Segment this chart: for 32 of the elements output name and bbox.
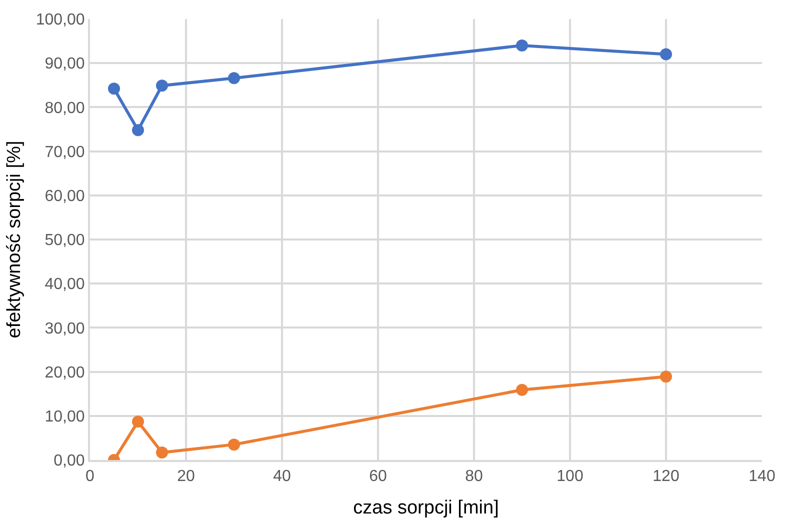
point (108, 82, 120, 95)
y-tick-label: 100,00 (36, 12, 85, 29)
x-tick-label: 80 (465, 468, 483, 486)
point (228, 438, 240, 451)
x-tick-label: 120 (652, 468, 680, 486)
y-tick-label: 10,00 (44, 408, 85, 426)
point (132, 124, 144, 136)
point (156, 446, 168, 458)
x-axis-title: czas sorpcji [min] (353, 498, 499, 518)
y-tick-label: 0,00 (54, 452, 85, 470)
y-tick-label: 20,00 (44, 364, 85, 382)
x-tick-label: 140 (748, 468, 776, 486)
point (228, 72, 240, 84)
y-tick-label: 50,00 (44, 232, 85, 250)
x-tick-label: 60 (369, 468, 387, 486)
x-tick-label: 40 (273, 468, 291, 486)
x-tick-label: 0 (86, 468, 95, 486)
point (516, 39, 528, 52)
x-tick-label: 100 (556, 468, 584, 486)
x-tick-label: 20 (177, 468, 195, 486)
y-tick-label: 40,00 (44, 276, 85, 294)
point (516, 384, 528, 396)
point (660, 48, 672, 60)
y-tick-label: 60,00 (44, 188, 85, 205)
point (132, 416, 144, 428)
y-tick-label: 30,00 (44, 320, 85, 338)
y-tick-label: 90,00 (44, 56, 85, 73)
y-tick-label: 70,00 (44, 144, 85, 161)
point (156, 80, 168, 92)
y-tick-label: 80,00 (44, 100, 85, 117)
y-axis-title: efektywność sorpcji [%] (4, 140, 26, 338)
point (660, 370, 672, 383)
